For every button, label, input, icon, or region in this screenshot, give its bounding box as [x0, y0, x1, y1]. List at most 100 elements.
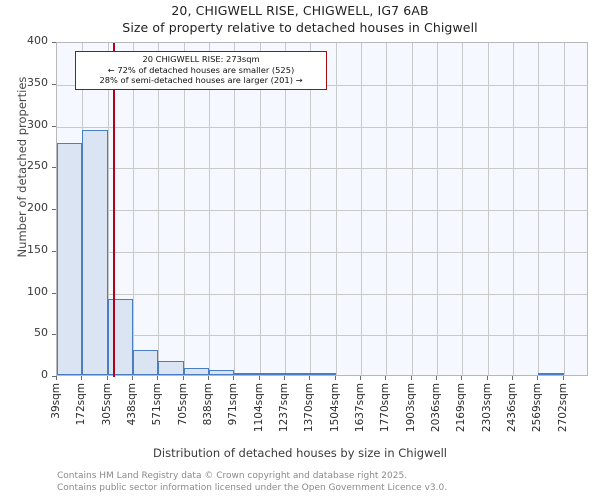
- y-axis-tick-label: 300: [27, 117, 48, 131]
- x-axis-tick-mark: [360, 376, 361, 380]
- x-axis-tick-mark: [385, 376, 387, 380]
- y-axis-tick-label: 0: [41, 368, 48, 381]
- x-axis-tick-label: 2569sqm: [531, 383, 544, 433]
- gridline-vertical: [133, 43, 134, 375]
- histogram-bar: [183, 367, 209, 375]
- x-axis-tick-mark: [486, 376, 488, 380]
- y-axis-tick-label: 50: [34, 326, 48, 340]
- x-axis-tick-label: 305sqm: [100, 383, 113, 426]
- x-axis-tick-mark: [309, 376, 311, 380]
- histogram-bar: [82, 130, 108, 375]
- gridline-vertical: [259, 43, 261, 375]
- gridline-vertical: [285, 43, 286, 375]
- y-axis-tick-label: 100: [27, 284, 48, 298]
- x-axis-tick-label: 1903sqm: [404, 383, 417, 433]
- x-axis-tick-label: 1370sqm: [303, 383, 316, 433]
- y-axis-tick-label: 350: [27, 75, 48, 89]
- y-axis-tick-mark: [52, 376, 56, 377]
- gridline-vertical: [437, 43, 438, 375]
- x-axis-tick-label: 1504sqm: [328, 383, 341, 433]
- x-axis-tick-label: 438sqm: [126, 383, 138, 426]
- footer-attribution: Contains HM Land Registry data © Crown c…: [57, 471, 597, 494]
- x-axis-tick-label: 838sqm: [202, 383, 214, 426]
- x-axis-tick-mark: [56, 376, 57, 380]
- x-axis-tick-label: 2169sqm: [455, 383, 468, 433]
- y-axis-tick-mark: [52, 167, 56, 169]
- histogram-bar: [158, 360, 184, 375]
- histogram-bar: [285, 373, 311, 375]
- gridline-horizontal: [57, 293, 587, 295]
- y-axis-tick-mark: [52, 125, 56, 127]
- x-axis-tick-mark: [106, 376, 108, 380]
- gridline-horizontal: [57, 126, 587, 128]
- gridline-vertical: [386, 43, 388, 375]
- annotation-line2: ← 72% of detached houses are smaller (52…: [107, 64, 295, 75]
- x-axis-tick-label: 172sqm: [75, 383, 88, 426]
- gridline-vertical: [563, 43, 565, 375]
- gridline-horizontal: [57, 251, 587, 253]
- gridline-horizontal: [57, 168, 587, 170]
- gridline-vertical: [462, 43, 464, 375]
- x-axis-tick-mark: [284, 376, 285, 380]
- x-axis-tick-label: 1637sqm: [354, 383, 366, 433]
- property-marker-line: [113, 43, 116, 377]
- footer-line-2: Contains public sector information licen…: [57, 482, 448, 493]
- page-title: 20, CHIGWELL RISE, CHIGWELL, IG7 6AB: [171, 3, 429, 18]
- gridline-vertical: [158, 43, 160, 375]
- x-axis-tick-mark: [182, 376, 184, 380]
- x-axis-tick-label: 705sqm: [176, 383, 189, 426]
- gridline-vertical: [513, 43, 514, 375]
- gridline-vertical: [234, 43, 236, 375]
- histogram-bar: [57, 142, 83, 375]
- y-axis-tick-mark: [52, 42, 56, 43]
- page-subtitle: Size of property relative to detached ho…: [122, 20, 478, 35]
- plot-area: 20 CHIGWELL RISE: 273sqm ← 72% of detache…: [56, 42, 588, 377]
- property-annotation-box: 20 CHIGWELL RISE: 273sqm ← 72% of detache…: [75, 51, 327, 90]
- histogram-bar: [209, 370, 235, 375]
- x-axis-tick-mark: [157, 376, 159, 380]
- x-axis-tick-mark: [208, 376, 209, 380]
- x-axis-tick-label: 2702sqm: [556, 383, 569, 433]
- gridline-horizontal: [57, 210, 587, 211]
- gridline-vertical: [107, 43, 109, 375]
- histogram-bar: [259, 373, 285, 375]
- histogram-bar: [107, 299, 133, 375]
- y-axis-tick-mark: [52, 250, 56, 252]
- x-axis-tick-label: 571sqm: [151, 383, 164, 426]
- gridline-vertical: [361, 43, 362, 375]
- x-axis-tick-label: 1770sqm: [379, 383, 392, 433]
- x-axis-tick-mark: [436, 376, 437, 380]
- gridline-vertical: [487, 43, 489, 375]
- x-axis-tick-label: 2436sqm: [506, 383, 518, 433]
- x-axis-tick-mark: [562, 376, 564, 380]
- x-axis-tick-mark: [461, 376, 463, 380]
- x-axis-tick-mark: [410, 376, 412, 380]
- y-axis-tick-label: 400: [27, 34, 48, 47]
- x-axis-title: Distribution of detached houses by size …: [153, 446, 447, 460]
- y-axis-tick-mark: [52, 83, 56, 85]
- gridline-vertical: [335, 43, 337, 375]
- x-axis-tick-mark: [258, 376, 260, 380]
- gridline-vertical: [183, 43, 185, 375]
- x-axis-tick-mark: [233, 376, 235, 380]
- histogram-bar: [133, 349, 159, 375]
- gridline-vertical: [538, 43, 540, 375]
- y-axis-tick-mark: [52, 334, 56, 336]
- x-axis-tick-mark: [537, 376, 539, 380]
- histogram-bar: [538, 373, 564, 375]
- gridline-vertical: [209, 43, 210, 375]
- x-axis-tick-label: 2303sqm: [480, 383, 493, 433]
- footer-line-1: Contains HM Land Registry data © Crown c…: [57, 471, 408, 481]
- histogram-bar: [234, 372, 260, 375]
- y-axis-tick-mark: [52, 209, 56, 210]
- x-axis-tick-label: 1237sqm: [278, 383, 290, 433]
- gridline-horizontal: [57, 335, 587, 337]
- x-axis-tick-label: 39sqm: [50, 383, 62, 419]
- x-axis-tick-label: 2036sqm: [430, 383, 442, 433]
- annotation-line3: 28% of semi-detached houses are larger (…: [99, 75, 303, 85]
- gridline-vertical: [411, 43, 413, 375]
- x-axis-tick-mark: [512, 376, 513, 380]
- y-axis-tick-mark: [52, 292, 56, 294]
- x-axis-tick-label: 971sqm: [227, 383, 240, 426]
- y-axis-tick-label: 250: [27, 159, 48, 173]
